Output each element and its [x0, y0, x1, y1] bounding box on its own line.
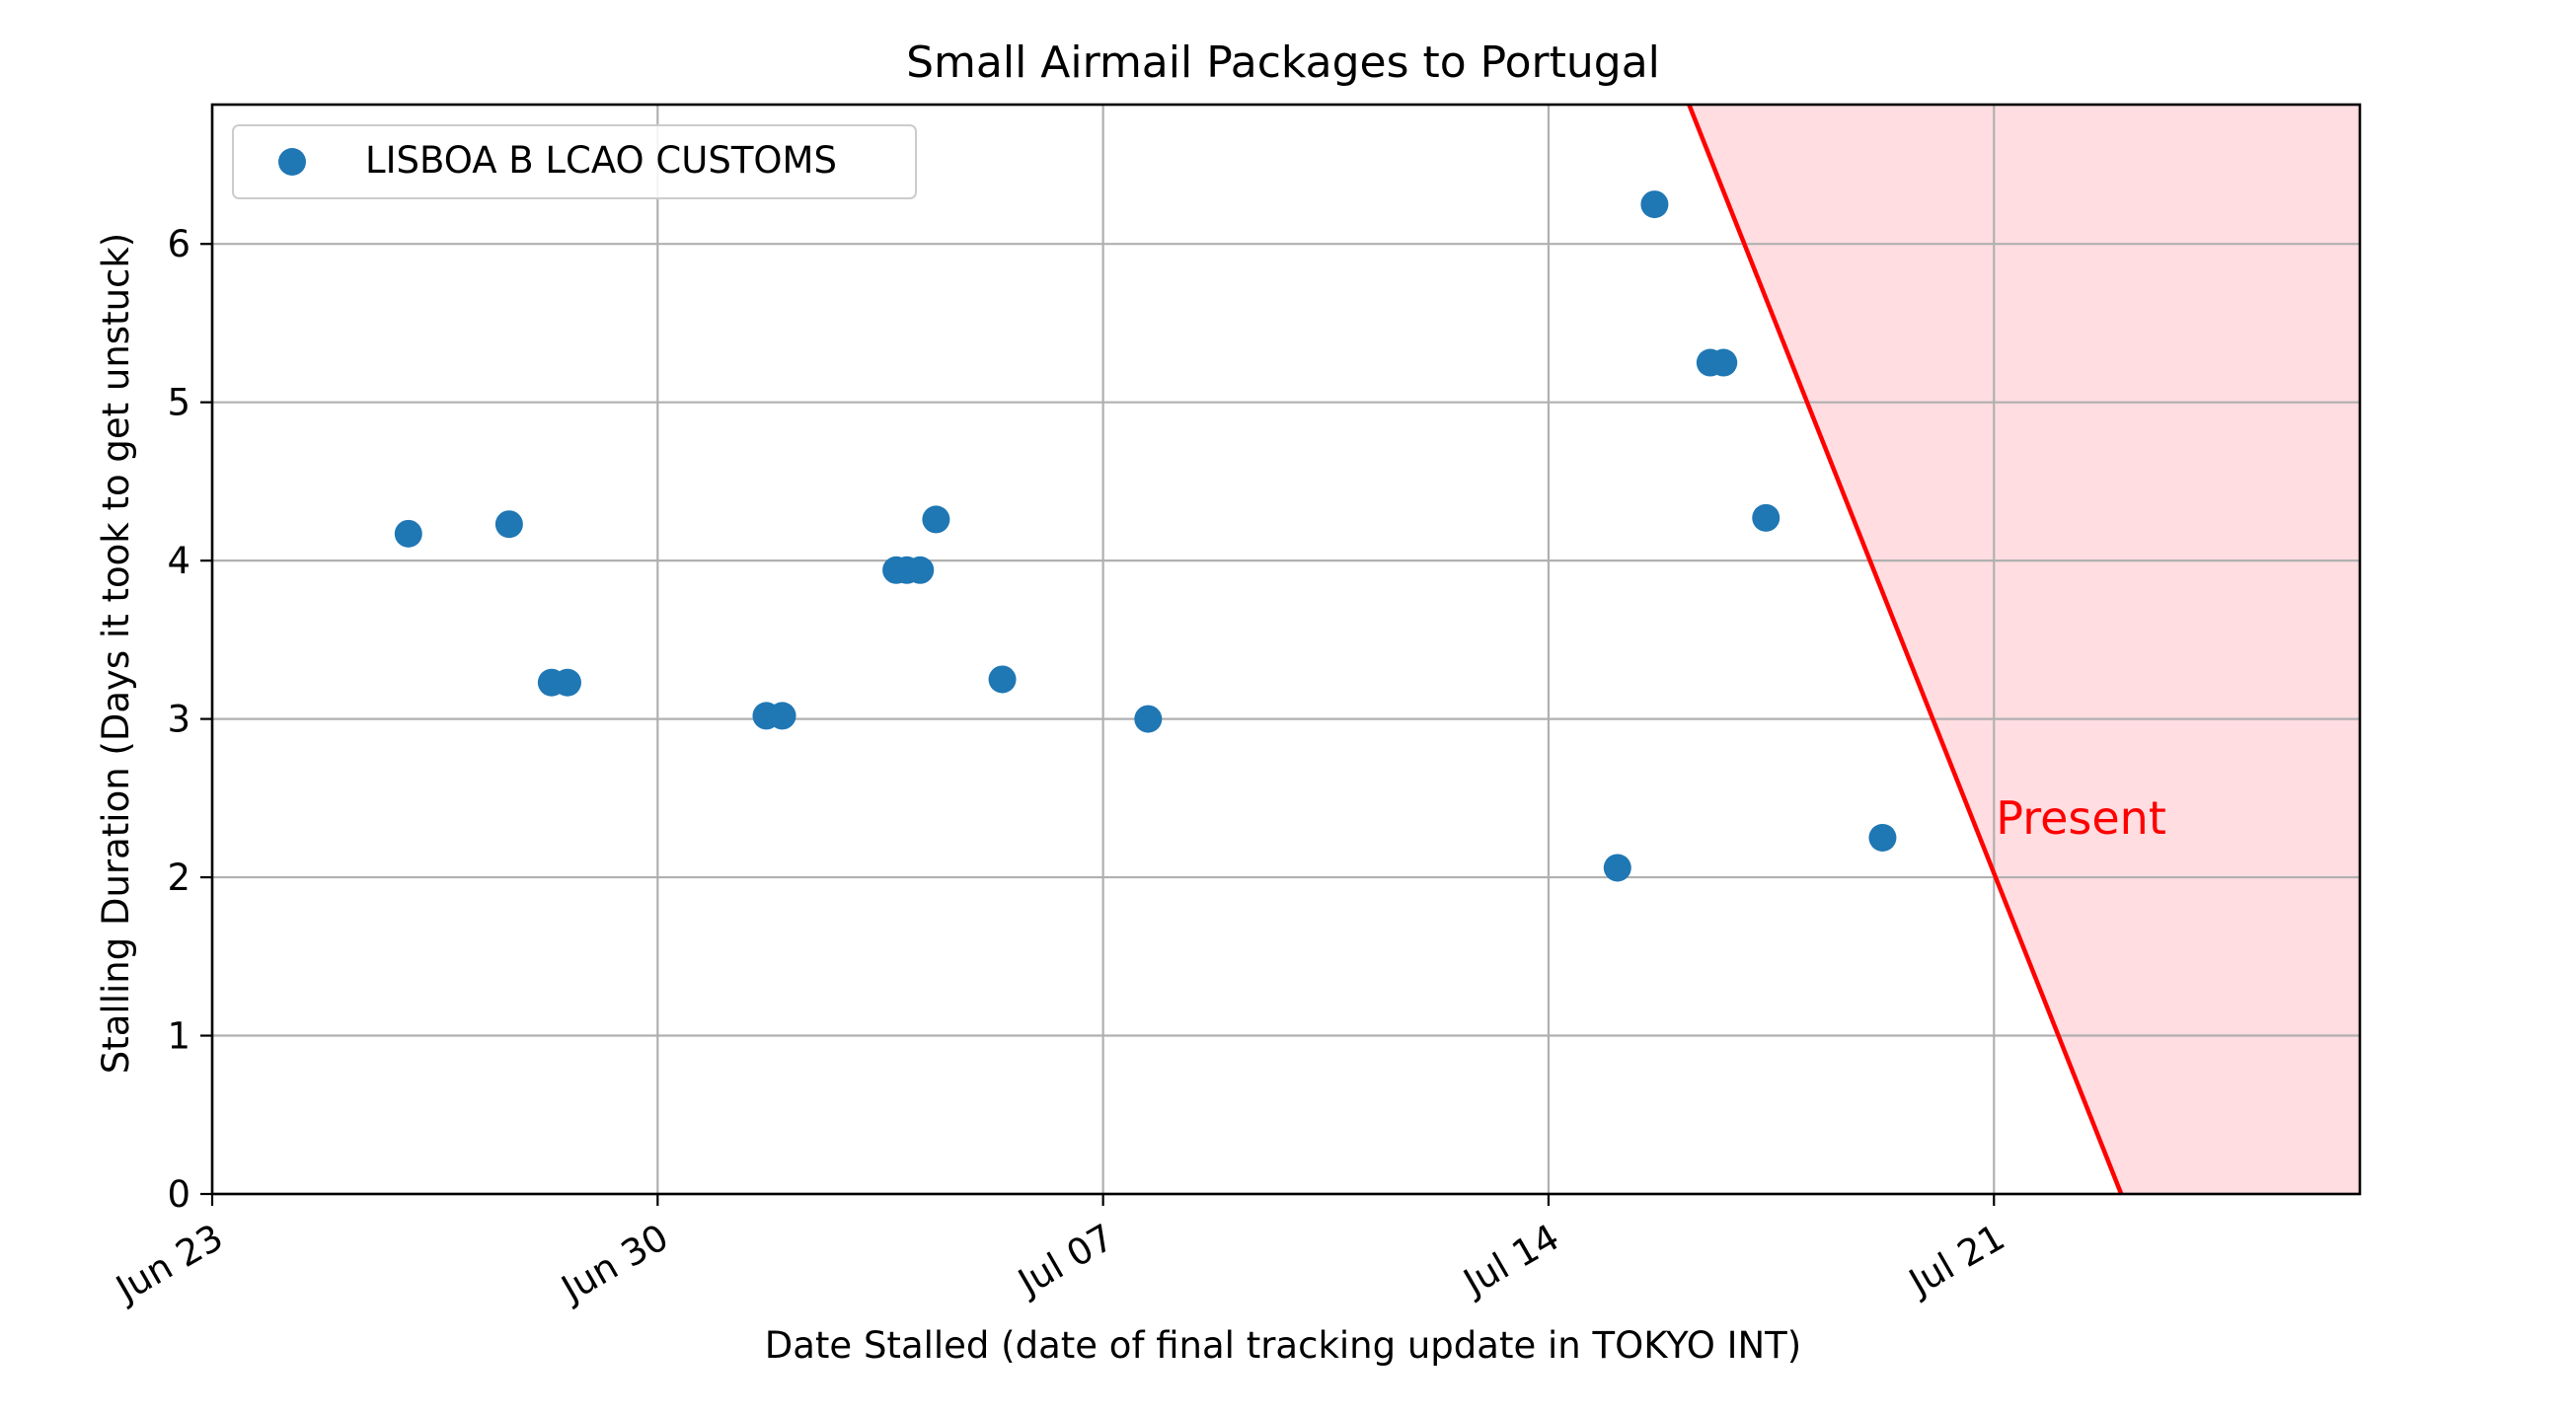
data-point: [1868, 823, 1897, 852]
legend-marker: [278, 148, 306, 176]
chart-title: Small Airmail Packages to Portugal: [906, 37, 1660, 88]
y-tick-label: 5: [167, 382, 190, 424]
data-point: [1709, 348, 1738, 377]
data-point: [494, 510, 523, 539]
y-tick-label: 0: [167, 1173, 190, 1216]
y-axis-label: Stalling Duration (Days it took to get u…: [95, 233, 137, 1074]
legend-label: LISBOA B LCAO CUSTOMS: [365, 139, 837, 182]
present-annotation: Present: [1996, 791, 2166, 845]
data-point: [768, 702, 796, 730]
data-point: [1603, 854, 1631, 882]
present-region-fill: [1689, 105, 2360, 1194]
data-point: [394, 519, 422, 548]
present-line: [1687, 104, 2124, 1195]
y-tick-label: 6: [167, 223, 190, 265]
plot-frame: [210, 103, 2362, 1196]
data-point: [1752, 503, 1780, 532]
legend-box: [232, 124, 917, 199]
data-point: [922, 505, 950, 534]
data-point: [1134, 705, 1163, 733]
data-point: [553, 668, 581, 697]
legend: LISBOA B LCAO CUSTOMS: [232, 124, 917, 199]
y-tick-label: 3: [167, 699, 190, 741]
data-point: [906, 556, 935, 584]
data-point: [988, 665, 1017, 694]
y-tick-label: 2: [167, 857, 190, 899]
y-tick-label: 1: [167, 1015, 190, 1058]
y-tick-label: 4: [167, 540, 190, 582]
data-point: [1640, 190, 1669, 219]
x-axis-label: Date Stalled (date of final tracking upd…: [765, 1324, 1801, 1367]
